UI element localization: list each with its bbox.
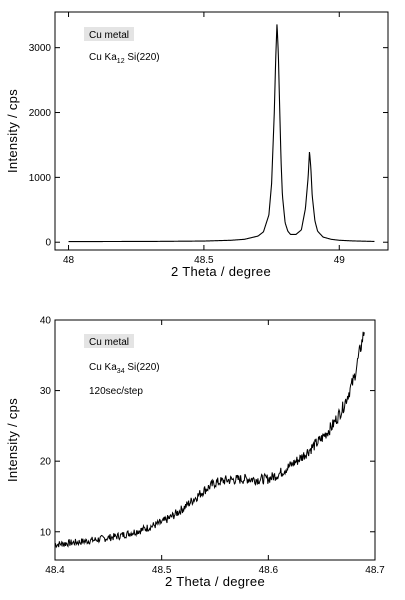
radiation-label: Cu Ka12 Si(220) [89, 52, 160, 65]
chart-bottom: Cu metal Cu Ka34 Si(220) 120sec/step 48.… [5, 316, 385, 590]
x-tick-label: 48.6 [259, 565, 279, 576]
radiation-rest: Si(220) [125, 52, 160, 63]
radiation-rest: Si(220) [125, 362, 160, 373]
step-label: 120sec/step [89, 386, 143, 397]
plot-frame [54, 11, 389, 251]
sample-label: Cu metal [89, 337, 129, 348]
y-tick-label: 40 [40, 316, 52, 327]
x-tick-label: 49 [334, 255, 346, 266]
radiation-main: Cu Ka [89, 52, 117, 63]
y-tick-label: 2000 [29, 108, 52, 119]
x-axis-label: 2 Theta / degree [165, 574, 265, 589]
x-tick-label: 48.4 [45, 565, 65, 576]
radiation-sub: 34 [117, 368, 125, 375]
series-line [54, 331, 365, 549]
y-axis-label: Intensity / cps [5, 89, 20, 173]
sample-label-box [84, 334, 134, 348]
y-tick-label: 0 [45, 238, 51, 249]
radiation-main: Cu Ka [89, 362, 117, 373]
y-tick-label: 3000 [29, 43, 52, 54]
series-line [68, 24, 375, 243]
y-tick-label: 20 [40, 457, 52, 468]
y-tick-label: 10 [40, 527, 52, 538]
y-tick-label: 30 [40, 386, 52, 397]
radiation-sub: 12 [117, 58, 125, 65]
sample-label: Cu metal [89, 30, 129, 41]
sample-label-box [84, 27, 134, 41]
radiation-label: Cu Ka34 Si(220) [89, 362, 160, 375]
x-axis-label: 2 Theta / degree [171, 264, 271, 279]
y-axis-label: Intensity / cps [5, 398, 20, 482]
x-tick-label: 48.7 [365, 565, 385, 576]
x-tick-label: 48.5 [194, 255, 214, 266]
plot-frame [54, 319, 376, 561]
chart-top: Cu metal Cu Ka12 Si(220) 48 48.5 49 0 1000 2… [5, 11, 389, 279]
x-tick-label: 48.5 [152, 565, 172, 576]
x-tick-label: 48 [63, 255, 75, 266]
y-tick-label: 1000 [29, 173, 52, 184]
